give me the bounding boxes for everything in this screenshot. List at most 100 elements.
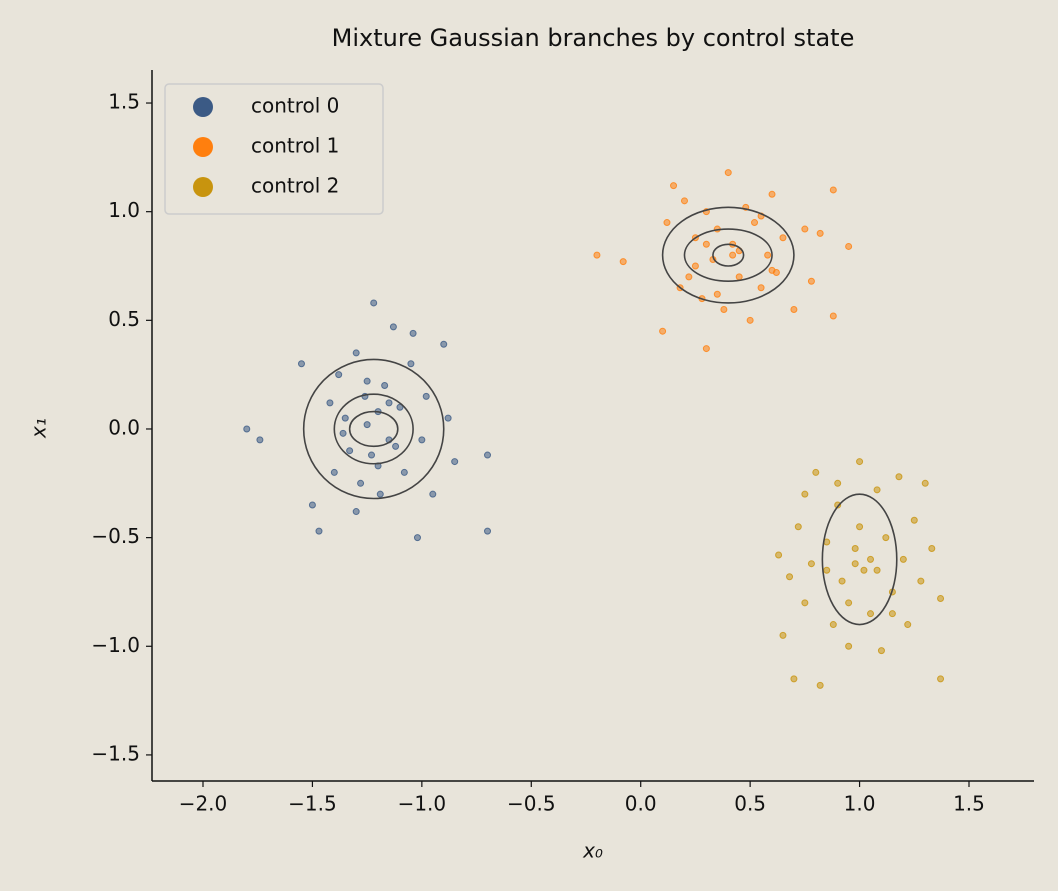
point — [937, 594, 945, 602]
point — [867, 610, 875, 618]
point — [385, 399, 393, 407]
point — [680, 197, 688, 205]
point — [484, 527, 492, 535]
contour — [661, 206, 795, 304]
x-tick-label: −1.0 — [398, 792, 447, 816]
point — [702, 240, 710, 248]
point — [779, 234, 787, 242]
point — [867, 555, 875, 563]
point — [484, 451, 492, 459]
y-tick-label: −0.5 — [91, 524, 140, 548]
point — [764, 251, 772, 259]
point — [786, 573, 794, 581]
point — [409, 329, 417, 337]
point — [910, 516, 918, 524]
legend-label: control 2 — [251, 174, 339, 198]
point — [829, 312, 837, 320]
x-axis-label: x₀ — [582, 839, 603, 863]
point — [873, 486, 881, 494]
point — [330, 468, 338, 476]
point — [921, 479, 929, 487]
y-tick-label: −1.5 — [91, 741, 140, 765]
point — [422, 392, 430, 400]
chart-title: Mixture Gaussian branches by control sta… — [332, 24, 855, 52]
point — [376, 490, 384, 498]
point — [326, 399, 334, 407]
point — [418, 436, 426, 444]
point — [790, 675, 798, 683]
point — [779, 631, 787, 639]
point — [794, 523, 802, 531]
point — [823, 566, 831, 574]
point — [899, 555, 907, 563]
point — [801, 599, 809, 607]
point — [685, 273, 693, 281]
point — [838, 577, 846, 585]
point — [243, 425, 251, 433]
point — [663, 219, 671, 227]
point — [413, 534, 421, 542]
point — [720, 305, 728, 313]
point — [659, 327, 667, 335]
x-tick-label: −1.5 — [288, 792, 337, 816]
legend-marker — [193, 97, 213, 117]
x-tick-label: 0.5 — [734, 792, 766, 816]
point — [389, 323, 397, 331]
y-axis-label: x₁ — [27, 418, 51, 439]
point — [856, 458, 864, 466]
point — [768, 266, 776, 274]
point — [444, 414, 452, 422]
point — [801, 225, 809, 233]
point — [816, 681, 824, 689]
point — [904, 621, 912, 629]
point — [339, 429, 347, 437]
point — [829, 186, 837, 194]
point — [845, 599, 853, 607]
point — [702, 345, 710, 353]
y-tick-label: 1.5 — [108, 90, 140, 114]
point — [352, 349, 360, 357]
point — [790, 305, 798, 313]
point — [341, 414, 349, 422]
point — [407, 360, 415, 368]
x-tick-label: −2.0 — [179, 792, 228, 816]
point — [363, 421, 371, 429]
point — [888, 610, 896, 618]
point — [315, 527, 323, 535]
point — [882, 534, 890, 542]
point — [352, 508, 360, 516]
point — [860, 566, 868, 574]
y-tick-label: 0.5 — [108, 307, 140, 331]
x-tick-label: 1.5 — [953, 792, 985, 816]
legend-label: control 1 — [251, 134, 339, 158]
y-tick-label: 1.0 — [108, 198, 140, 222]
contour — [348, 410, 399, 448]
point — [440, 340, 448, 348]
point — [256, 436, 264, 444]
point — [917, 577, 925, 585]
point — [308, 501, 316, 509]
point — [400, 468, 408, 476]
x-tick-label: 0.0 — [625, 792, 657, 816]
point — [368, 451, 376, 459]
point — [363, 377, 371, 385]
contour — [821, 493, 898, 626]
point — [928, 544, 936, 552]
point — [845, 242, 853, 250]
point — [746, 316, 754, 324]
point — [768, 190, 776, 198]
contour — [712, 243, 745, 267]
point — [877, 647, 885, 655]
point — [357, 479, 365, 487]
contour — [683, 228, 773, 283]
point — [937, 675, 945, 683]
legend-box — [164, 83, 384, 215]
y-tick-label: −1.0 — [91, 633, 140, 657]
point — [801, 490, 809, 498]
point — [751, 219, 759, 227]
point — [851, 560, 859, 568]
point — [829, 621, 837, 629]
legend-marker — [193, 177, 213, 197]
point — [834, 479, 842, 487]
